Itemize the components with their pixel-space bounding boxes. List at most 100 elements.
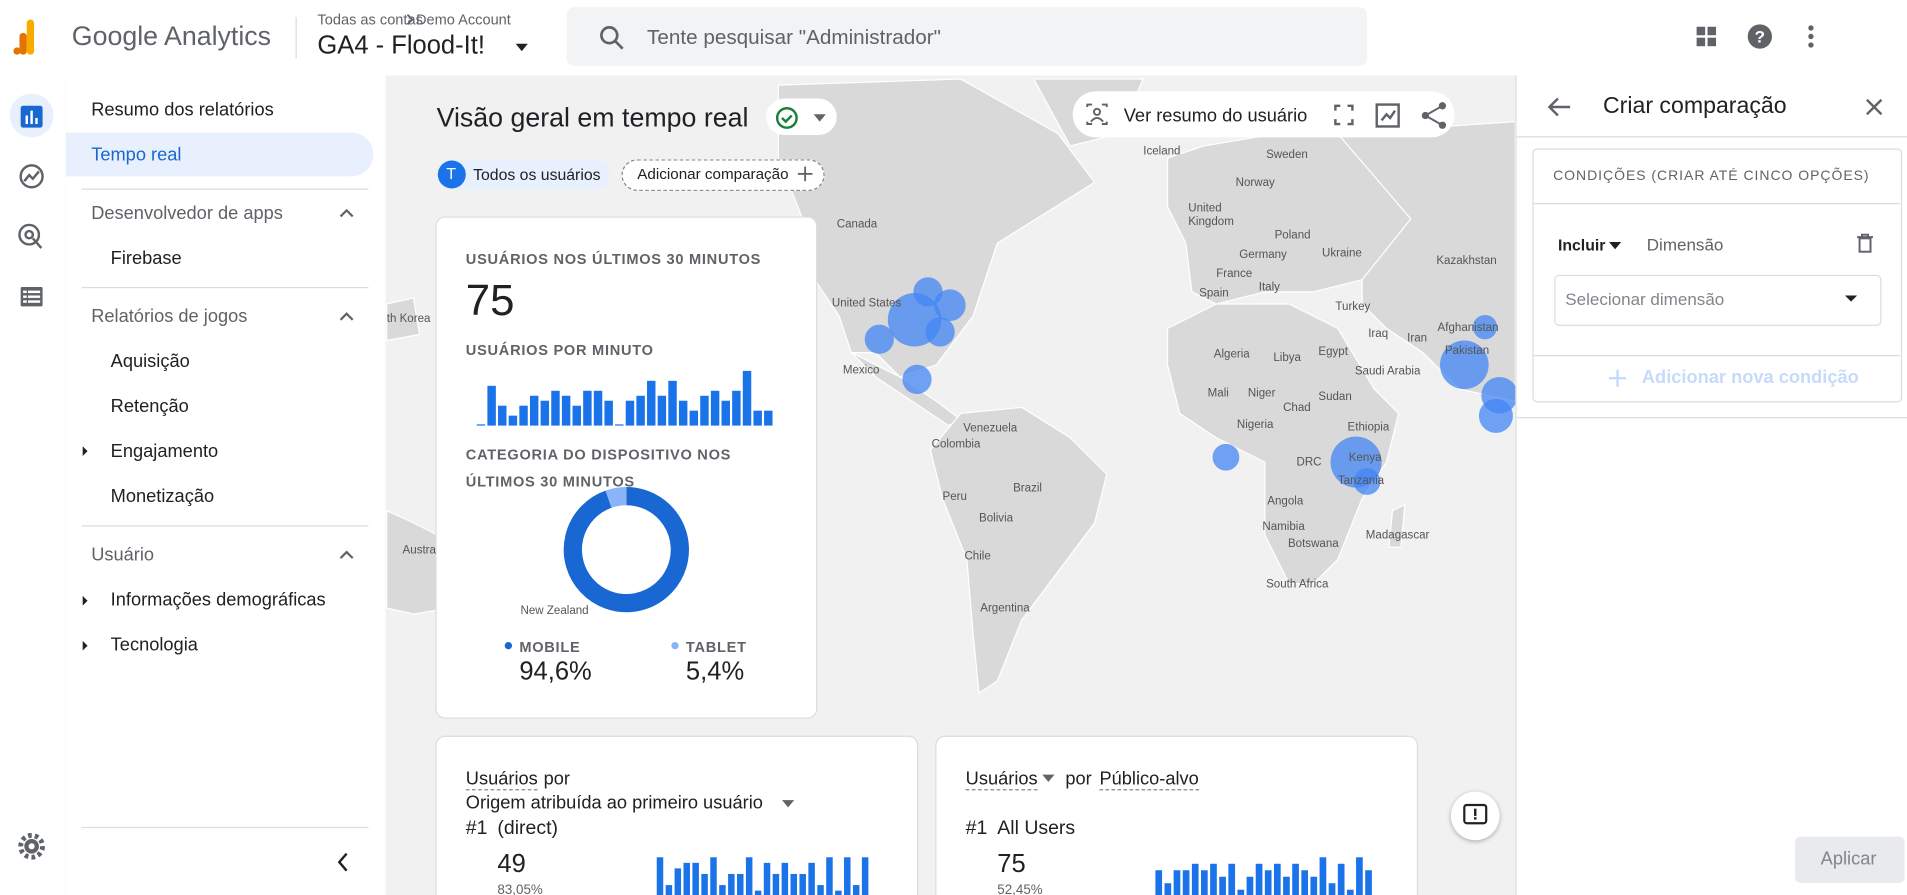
- user-bubble: [1439, 340, 1489, 390]
- fullscreen-icon[interactable]: [1334, 104, 1354, 126]
- users-bar: [745, 857, 753, 895]
- include-caret[interactable]: [1609, 241, 1622, 250]
- share-icon[interactable]: [1421, 102, 1447, 129]
- back-icon[interactable]: [1547, 97, 1571, 117]
- users-bar: [790, 873, 798, 895]
- avatar-letter: T: [446, 164, 457, 183]
- include-selector[interactable]: Incluir: [1557, 235, 1606, 255]
- map-label: Bolivia: [979, 511, 1014, 526]
- users-bar: [1210, 863, 1217, 895]
- dimension-selector[interactable]: Origem atribuída ao primeiro usuário: [465, 792, 763, 814]
- breadcrumb[interactable]: Demo Account: [415, 10, 511, 28]
- dimension-caret[interactable]: [782, 800, 795, 808]
- map-label: United Kingdom: [1188, 201, 1234, 229]
- top-value: 49: [497, 849, 526, 878]
- plus-icon: [797, 166, 813, 182]
- breadcrumb[interactable]: Todas as contas: [317, 10, 423, 28]
- per-minute-bar: [742, 370, 752, 426]
- divider: [81, 286, 369, 289]
- nav-item[interactable]: Retenção: [110, 396, 189, 418]
- nav-section-title[interactable]: Desenvolvedor de apps: [91, 203, 283, 224]
- legend-value: 94,6%: [519, 657, 592, 686]
- dimension-selector[interactable]: Público-alvo: [1099, 768, 1199, 791]
- delete-icon[interactable]: [1857, 233, 1873, 253]
- add-comparison-chip[interactable]: [621, 159, 825, 191]
- map-label: Algeria: [1213, 347, 1250, 362]
- per-minute-bar: [508, 415, 518, 426]
- nav-item[interactable]: Engajamento: [110, 441, 219, 463]
- users-bar: [1228, 863, 1236, 895]
- nav-item[interactable]: Firebase: [110, 248, 182, 269]
- divider: [81, 826, 369, 829]
- map-label: Iceland: [1143, 144, 1181, 159]
- nav-item-active[interactable]: Tempo real: [91, 144, 182, 166]
- rank: #1: [965, 818, 988, 840]
- explore-icon[interactable]: [19, 164, 44, 189]
- advertising-icon[interactable]: [18, 223, 43, 249]
- users-bar: [1164, 883, 1172, 895]
- add-condition-button[interactable]: Adicionar nova condição: [1641, 367, 1859, 388]
- metric-caret[interactable]: [1042, 774, 1055, 782]
- users-bar: [835, 890, 842, 895]
- settings-icon[interactable]: [18, 832, 45, 860]
- nav-item[interactable]: Monetização: [110, 486, 215, 508]
- close-icon[interactable]: [1866, 98, 1883, 116]
- realtime-card: [435, 216, 818, 719]
- apps-icon[interactable]: [1696, 26, 1717, 47]
- nav-item[interactable]: Informações demográficas: [110, 589, 326, 611]
- divider: [81, 188, 369, 190]
- section-chevrons[interactable]: [339, 208, 354, 559]
- search-box[interactable]: [566, 7, 1368, 66]
- select-caret[interactable]: [1844, 295, 1858, 302]
- nav-item[interactable]: Resumo dos relatórios: [91, 99, 274, 121]
- search-placeholder[interactable]: Tente pesquisar "Administrador": [647, 25, 941, 49]
- map-label: Argentina: [980, 601, 1030, 616]
- per-minute-bar: [700, 395, 709, 426]
- expand-arrows[interactable]: [82, 446, 88, 651]
- per-minute-bar: [487, 385, 496, 426]
- apply-label[interactable]: Aplicar: [1820, 848, 1877, 870]
- metric-selector[interactable]: Usuários: [965, 768, 1038, 791]
- help-icon[interactable]: ?: [1747, 24, 1773, 49]
- metric-selector[interactable]: Usuários: [465, 768, 538, 791]
- configure-icon[interactable]: [20, 286, 43, 307]
- divider: [81, 525, 369, 527]
- nav-section-title[interactable]: Relatórios de jogos: [91, 306, 248, 328]
- users-bar: [781, 862, 789, 895]
- map-label: Libya: [1273, 351, 1301, 365]
- user-snapshot-button[interactable]: Ver resumo do usuário: [1123, 105, 1308, 127]
- users-bar: [763, 862, 771, 895]
- nav-item[interactable]: Aquisição: [110, 351, 190, 373]
- metric-label: USUÁRIOS NOS ÚLTIMOS 30 MINUTOS: [465, 250, 762, 268]
- collapse-icon[interactable]: [337, 852, 348, 872]
- more-icon[interactable]: [1808, 25, 1814, 48]
- nav-panel: [65, 75, 386, 895]
- select-placeholder[interactable]: Selecionar dimensão: [1565, 289, 1725, 309]
- map-label: Pakistan: [1444, 344, 1490, 358]
- property-caret[interactable]: [515, 43, 528, 52]
- nav-item[interactable]: Tecnologia: [110, 634, 198, 656]
- per-minute-bar: [561, 395, 571, 426]
- users-bar: [1155, 870, 1163, 895]
- dimension-select[interactable]: [1554, 274, 1882, 326]
- apply-button[interactable]: [1795, 836, 1905, 883]
- per-minute-bar: [689, 410, 699, 426]
- per-minute-bar: [519, 405, 528, 426]
- reports-icon[interactable]: [20, 105, 43, 128]
- user-bubble: [864, 324, 894, 354]
- all-users-label[interactable]: Todos os usuários: [473, 165, 601, 184]
- snapshot-icon: [1086, 103, 1108, 126]
- nav-section-title[interactable]: Usuário: [91, 544, 155, 566]
- map-label: Chile: [964, 549, 991, 564]
- add-comparison-label[interactable]: Adicionar comparação: [637, 165, 789, 183]
- users-bar: [656, 857, 664, 895]
- panel-divider: [1516, 136, 1907, 138]
- status-caret[interactable]: [813, 114, 826, 122]
- map-label: Venezuela: [963, 421, 1018, 436]
- property-name[interactable]: GA4 - Flood-It!: [317, 31, 485, 60]
- user-bubble: [1212, 443, 1240, 471]
- per-minute-bar: [593, 390, 603, 426]
- bottom-card: [935, 735, 1419, 895]
- customize-icon[interactable]: [1375, 103, 1400, 128]
- user-snapshot-pill[interactable]: [1072, 91, 1455, 138]
